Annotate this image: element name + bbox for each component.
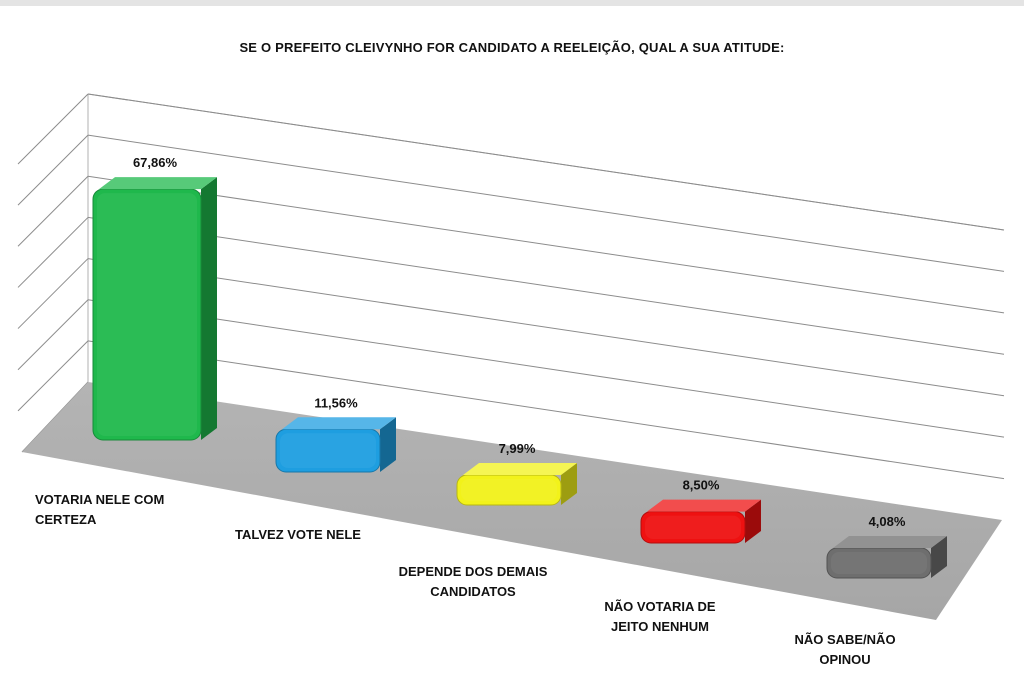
bar (456, 463, 577, 506)
value-labels: 67,86% 11,56% 7,99% 8,50% 4,08% (133, 155, 906, 529)
gridline (87, 299, 1005, 438)
gridline (87, 258, 1005, 397)
gridline (87, 134, 1005, 272)
bar-highlight (461, 479, 557, 501)
gridline (87, 175, 1005, 314)
side-gridline (17, 93, 89, 165)
bar-side (561, 463, 577, 505)
category-label: DEPENDE DOS DEMAIS CANDIDATOS (398, 564, 548, 599)
bar-side (201, 177, 217, 440)
gridlines (17, 93, 1005, 480)
bar-top (833, 536, 947, 548)
value-label: 67,86% (133, 155, 178, 170)
value-label: 4,08% (869, 514, 906, 529)
top-strip (0, 0, 1024, 6)
category-label: NÃO VOTARIA DE JEITO NENHUM (604, 599, 716, 634)
gridline (87, 340, 1005, 480)
bar-top (282, 417, 396, 430)
bar-highlight (280, 433, 376, 468)
bar (92, 177, 217, 441)
value-label: 8,50% (683, 478, 720, 493)
bar-highlight (97, 193, 197, 436)
bar-highlight (645, 515, 741, 539)
category-label: NÃO SABE/NÃO OPINOU (794, 632, 896, 667)
bar (275, 417, 396, 473)
side-gridline (17, 175, 89, 247)
category-label: TALVEZ VOTE NELE (235, 527, 361, 542)
bar-top (463, 463, 577, 475)
bars (92, 177, 947, 579)
bar (640, 499, 761, 544)
bar-side (745, 499, 761, 543)
gridline (87, 93, 1005, 231)
value-label: 11,56% (314, 395, 358, 410)
bar-top (647, 499, 761, 512)
side-gridline (17, 258, 89, 329)
category-label: VOTARIA NELE COM CERTEZA (35, 492, 165, 527)
side-gridline (17, 299, 89, 371)
bar-side (380, 417, 396, 472)
bar-highlight (831, 552, 927, 574)
side-gridline (17, 340, 89, 412)
side-gridline (17, 134, 89, 206)
side-gridline (17, 217, 89, 288)
bar-side (931, 536, 947, 578)
value-label: 7,99% (499, 441, 536, 456)
bar-top (99, 177, 217, 190)
bar (826, 536, 947, 579)
chart-title: SE O PREFEITO CLEIVYNHO FOR CANDIDATO A … (239, 40, 785, 55)
gridline (87, 216, 1005, 355)
